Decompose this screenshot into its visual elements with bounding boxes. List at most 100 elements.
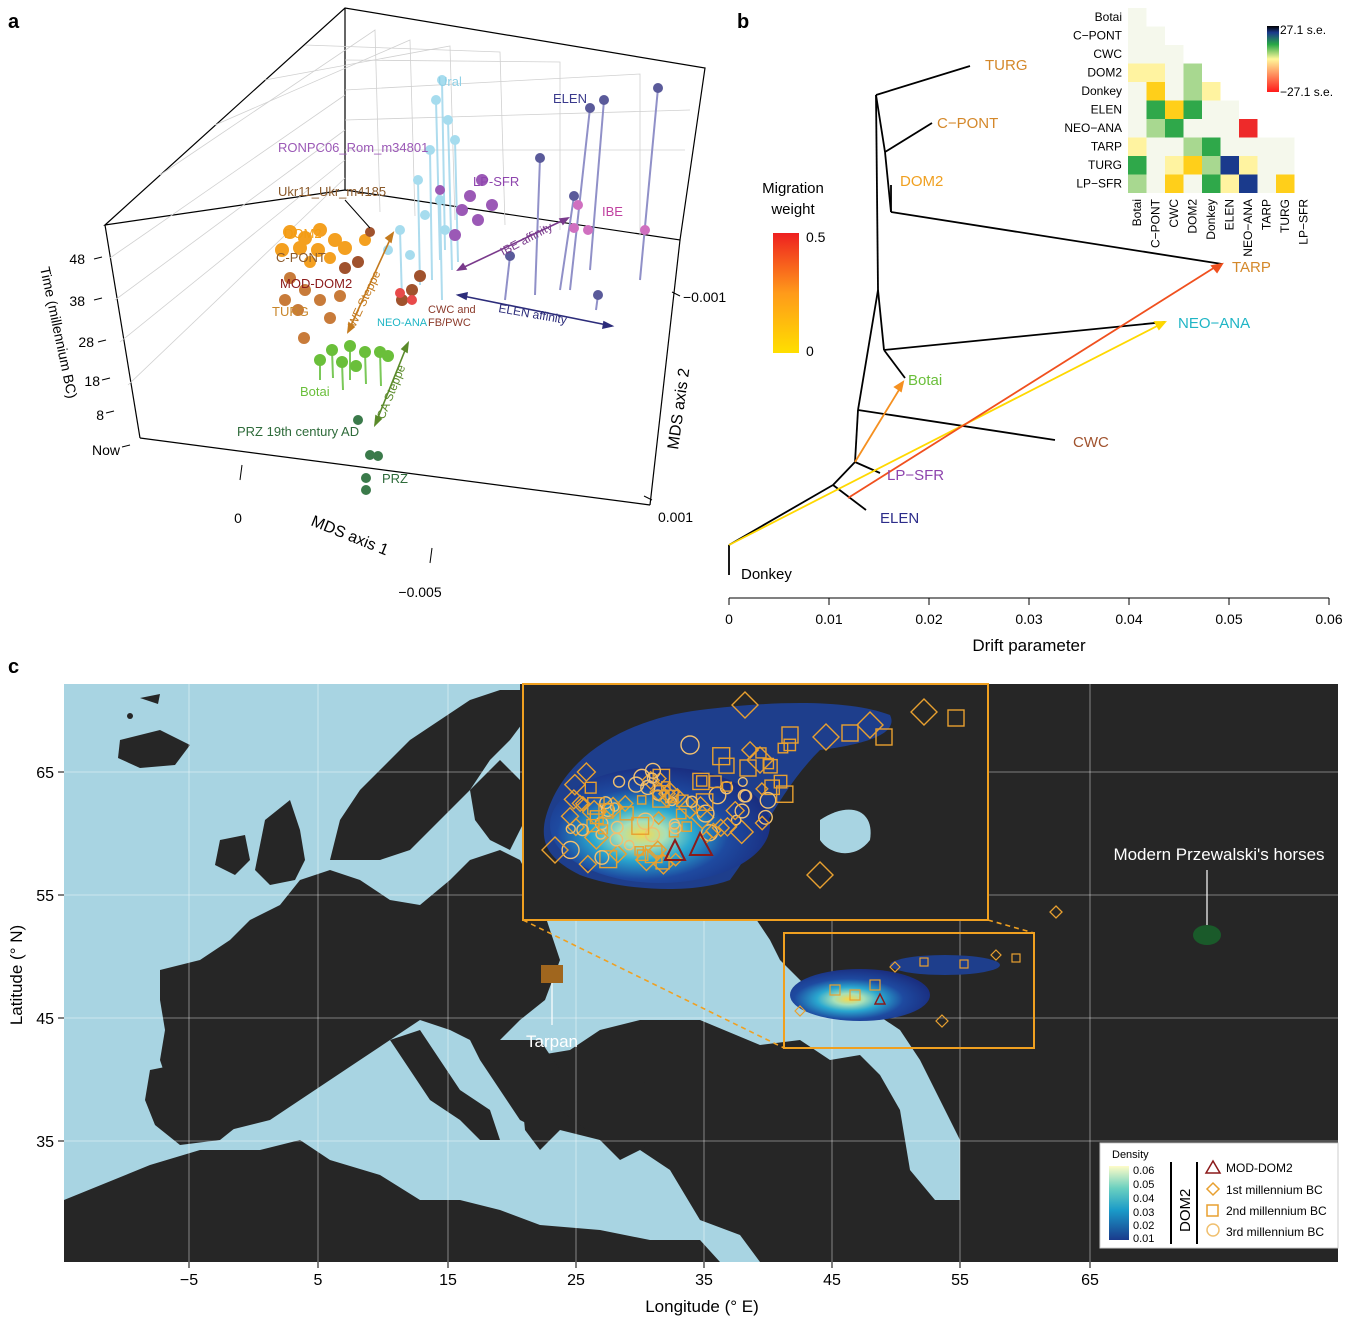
- inset-marker: [737, 776, 748, 788]
- drift-tick-003: 0.03: [1015, 611, 1042, 627]
- arrow-label-ibe-affinity: IBE affinity: [498, 219, 555, 258]
- heatmap-row-label: C−PONT: [1073, 29, 1123, 43]
- lat-tick-65: 65: [36, 765, 54, 782]
- inset-marker: [649, 782, 670, 803]
- panel-c: c: [7, 656, 1339, 1316]
- heatmap-cell: [1183, 100, 1202, 119]
- panel-a-3d-box: [103, 7, 706, 506]
- inset-marker: [734, 803, 750, 819]
- heatmap-col-label: C−PONT: [1149, 198, 1163, 248]
- label-elen: ELEN: [553, 91, 587, 106]
- legend-density-title: Density: [1112, 1149, 1149, 1161]
- heatmap-cell: [1276, 174, 1295, 193]
- inset-marker: [597, 824, 609, 835]
- heatmap-cell: [1146, 26, 1165, 45]
- inset-marker: [775, 785, 794, 803]
- inset-marker: [721, 781, 733, 792]
- heatmap-row-label: TURG: [1088, 158, 1122, 172]
- inset-marker: [695, 793, 714, 811]
- inset-marker: [565, 823, 576, 835]
- mds2-tick-0001: 0.001: [658, 509, 693, 525]
- inset-marker: [563, 773, 586, 796]
- mds1-title: MDS axis 1: [309, 513, 391, 559]
- inset-marker: [616, 794, 634, 813]
- leaf-neo-ana: NEO−ANA: [1178, 315, 1250, 332]
- inset-marker: [589, 810, 604, 825]
- leaf-turg: TURG: [985, 57, 1028, 74]
- label-ibe: IBE: [602, 204, 623, 219]
- heatmap-col-labels: Botai C−PONT CWC DOM2 Donkey ELEN NEO−ANA TARP T…: [1130, 198, 1311, 256]
- time-tick-18: 18: [84, 373, 100, 389]
- inset-marker: [856, 711, 884, 739]
- prz-marker: [1193, 925, 1221, 945]
- inset-marker: [636, 812, 655, 831]
- heatmap-cell: [1128, 45, 1147, 64]
- lon-tick-45: 45: [823, 1272, 841, 1289]
- heatmap-cell: [1146, 82, 1165, 101]
- legend-1st-millennium: 1st millennium BC: [1226, 1183, 1323, 1197]
- heatmap-cell: [1183, 119, 1202, 138]
- density-003: 0.03: [1133, 1207, 1154, 1219]
- zoom-connectors: [522, 919, 1035, 1049]
- heatmap-col-label: NEO−ANA: [1241, 199, 1255, 257]
- panel-a-time-axis: 48 38 28 18 8 Now Time (millennium BC): [37, 251, 131, 458]
- tarpan-label: Tarpan: [526, 1032, 578, 1051]
- migration-min: 0: [806, 343, 814, 359]
- label-c-pont: C-PONT: [276, 250, 326, 265]
- lat-tick-55: 55: [36, 888, 54, 905]
- heatmap-cell: [1183, 63, 1202, 82]
- inset-marker: [646, 772, 659, 784]
- heatmap-col-label: Donkey: [1204, 199, 1218, 240]
- leaf-dom2: DOM2: [900, 173, 943, 190]
- inset-marker: [608, 844, 628, 864]
- mds1-tick-0: 0: [234, 510, 242, 526]
- legend-3rd-millennium: 3rd millennium BC: [1226, 1225, 1324, 1239]
- heatmap-cell: [1276, 137, 1295, 156]
- inset-marker: [599, 850, 618, 869]
- inset-marker: [740, 740, 760, 760]
- density-005: 0.05: [1133, 1179, 1154, 1191]
- migration-colorbar: [773, 233, 799, 353]
- lat-tick-45: 45: [36, 1011, 54, 1028]
- inset-marker: [947, 709, 965, 727]
- panel-a-mds2-axis: −0.001 0.001 MDS axis 2: [643, 289, 726, 525]
- density-006: 0.06: [1133, 1165, 1154, 1177]
- time-tick-8: 8: [96, 407, 104, 423]
- heatmap-cell: [1165, 82, 1184, 101]
- heatmap-col-label: Botai: [1130, 199, 1144, 226]
- inset-marker: [708, 775, 722, 789]
- inset-marker: [571, 794, 589, 813]
- inset-marker: [563, 788, 585, 810]
- panel-b-migration-edges: [728, 262, 1224, 546]
- drift-tick-006: 0.06: [1315, 611, 1342, 627]
- inset-marker: [584, 781, 597, 794]
- inset-marker: [759, 791, 777, 809]
- lon-tick-neg5: −5: [180, 1272, 198, 1289]
- lat-tick-35: 35: [36, 1134, 54, 1151]
- panel-a-gridlines: [109, 29, 691, 386]
- inset-marker: [599, 796, 613, 810]
- inset-marker: [612, 775, 626, 788]
- inset-marker: [561, 840, 580, 860]
- label-prz-19th: PRZ 19th century AD: [237, 424, 359, 439]
- heatmap-cell: [1165, 119, 1184, 138]
- inset-marker: [623, 839, 635, 851]
- migration-title-2: weight: [770, 201, 815, 218]
- leaf-cwc: CWC: [1073, 434, 1109, 451]
- heatmap-cell: [1202, 137, 1221, 156]
- legend-diamond-icon: [1205, 1181, 1221, 1197]
- leaf-c-pont: C−PONT: [937, 115, 998, 132]
- lon-tick-15: 15: [439, 1272, 457, 1289]
- heatmap-cell: [1165, 174, 1184, 193]
- heatmap-cell: [1202, 82, 1221, 101]
- heatmap-cell: [1257, 137, 1276, 156]
- arrow-label-elen-affinity: ELEN affinity: [497, 301, 568, 327]
- label-fb-pwc: FB/PWC: [428, 317, 471, 329]
- panel-b-drift-axis: 0 0.01 0.02 0.03 0.04 0.05 0.06 Drift pa…: [725, 597, 1343, 655]
- legend-mod-dom2: MOD-DOM2: [1226, 1161, 1293, 1175]
- heatmap-row-label: LP−SFR: [1076, 177, 1122, 191]
- zoom-inset: [522, 683, 989, 921]
- drift-tick-005: 0.05: [1215, 611, 1242, 627]
- heatmap-cell: [1183, 156, 1202, 175]
- heatmap-row-label: Donkey: [1081, 84, 1122, 98]
